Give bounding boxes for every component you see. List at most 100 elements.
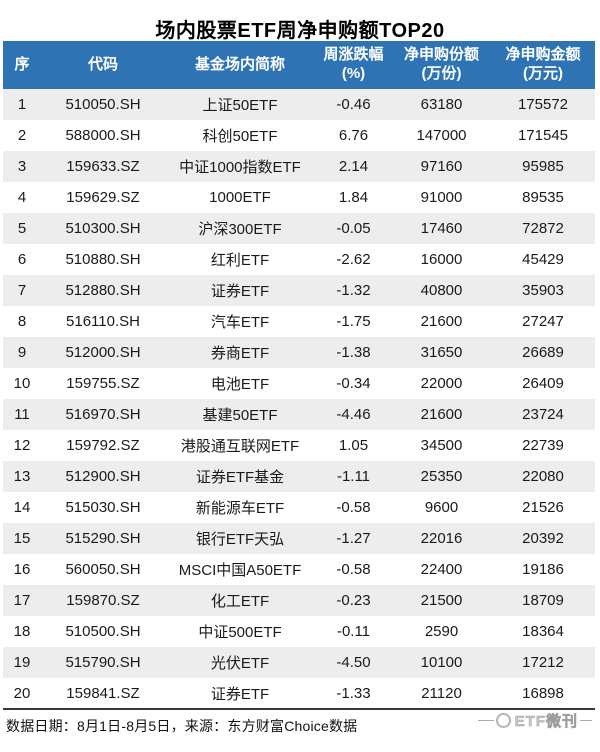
- cell-weekly-change: -0.11: [336, 623, 371, 640]
- cell-code: 512880.SH: [65, 282, 141, 299]
- column-header-unit: (%): [341, 65, 366, 82]
- cell-rank: 14: [13, 499, 31, 516]
- table-row: 3 159633.SZ 中证1000指数ETF 2.14 97160 95985: [3, 151, 595, 182]
- cell-net-sub-amount: 16898: [522, 684, 564, 702]
- cell-net-sub-amount: 19186: [522, 561, 564, 578]
- cell-net-sub-amount: 95985: [522, 158, 564, 175]
- cell-rank: 8: [17, 313, 27, 330]
- cell-fund-name: 中证1000指数ETF: [179, 159, 301, 176]
- cell-net-sub-shares: 10100: [420, 654, 463, 671]
- watermark-label: ETF微刊: [514, 713, 578, 731]
- cell-weekly-change: 2.14: [338, 158, 369, 175]
- cell-rank: 1: [17, 96, 27, 113]
- cell-net-sub-amount: 27247: [522, 313, 564, 330]
- cell-weekly-change: -1.75: [336, 313, 371, 330]
- cell-weekly-change: -1.33: [336, 684, 371, 702]
- cell-code: 512000.SH: [65, 344, 141, 361]
- page-title: 场内股票ETF周净申购额TOP20: [155, 20, 445, 42]
- cell-net-sub-shares: 17460: [420, 220, 463, 237]
- table-row: 15 515290.SH 银行ETF天弘 -1.27 22016 20392: [3, 523, 595, 554]
- column-header-net-sub-amount: 净申购金额 (万元): [491, 41, 595, 89]
- cell-code: 510500.SH: [65, 623, 141, 640]
- column-header-net-sub-shares: 净申购份额 (万份): [392, 41, 491, 89]
- cell-net-sub-shares: 9600: [424, 499, 459, 516]
- cell-weekly-change: -1.32: [336, 282, 371, 299]
- cell-code: 515030.SH: [65, 499, 141, 516]
- cell-code: 159629.SZ: [66, 189, 140, 206]
- column-header-index: 序: [3, 41, 41, 89]
- table-row: 13 512900.SH 证券ETF基金 -1.11 25350 22080: [3, 461, 595, 492]
- cell-net-sub-shares: 31650: [420, 344, 463, 361]
- table-row: 14 515030.SH 新能源车ETF -0.58 9600 21526: [3, 492, 595, 523]
- cell-fund-name: 港股通互联网ETF: [180, 438, 300, 455]
- cell-code: 512900.SH: [65, 468, 141, 485]
- cell-fund-name: 沪深300ETF: [198, 221, 282, 238]
- table-row: 9 512000.SH 券商ETF -1.38 31650 26689: [3, 337, 595, 368]
- cell-fund-name: 证券ETF基金: [195, 469, 285, 486]
- cell-net-sub-shares: 34500: [420, 437, 463, 454]
- cell-net-sub-shares: 22016: [420, 530, 463, 547]
- cell-weekly-change: 1.05: [338, 437, 369, 454]
- table-row: 18 510500.SH 中证500ETF -0.11 2590 18364: [3, 616, 595, 647]
- cell-net-sub-amount: 20392: [522, 530, 564, 547]
- cell-weekly-change: -0.58: [336, 499, 371, 516]
- cell-rank: 3: [17, 158, 27, 175]
- table-row: 20 159841.SZ 证券ETF -1.33 21120 16898: [3, 678, 595, 709]
- cell-rank: 2: [17, 127, 27, 144]
- column-header-label: 序: [14, 55, 30, 73]
- cell-rank: 9: [17, 344, 27, 361]
- cell-fund-name: 基建50ETF: [202, 407, 278, 424]
- cell-weekly-change: 6.76: [338, 127, 369, 144]
- cell-net-sub-amount: 21526: [522, 499, 564, 516]
- cell-net-sub-shares: 21120: [421, 684, 462, 702]
- cell-net-sub-shares: 21600: [420, 313, 463, 330]
- cell-fund-name: 银行ETF天弘: [195, 531, 285, 548]
- cell-code: 560050.SH: [65, 561, 141, 578]
- cell-fund-name: 新能源车ETF: [195, 500, 285, 517]
- cell-code: 159870.SZ: [66, 592, 140, 609]
- cell-net-sub-amount: 175572: [517, 96, 569, 113]
- cell-fund-name: 券商ETF: [210, 345, 270, 362]
- table-header-row: 序 代码 基金场内简称 周涨跌幅 (%) 净申购份额 (万份) 净申购金额 (万…: [3, 41, 595, 89]
- table-row: 10 159755.SZ 电池ETF -0.34 22000 26409: [3, 368, 595, 399]
- cell-weekly-change: 1.84: [338, 189, 369, 206]
- table-body: 1 510050.SH 上证50ETF -0.46 63180 175572 2…: [3, 89, 595, 709]
- cell-weekly-change: -0.46: [336, 96, 371, 113]
- cell-code: 510880.SH: [65, 251, 141, 268]
- cell-net-sub-amount: 22080: [522, 468, 564, 485]
- cell-code: 510050.SH: [65, 96, 141, 113]
- cell-weekly-change: -1.38: [336, 344, 371, 361]
- cell-weekly-change: -4.50: [336, 654, 371, 671]
- etf-weekly-logo-icon: [495, 713, 511, 728]
- column-header-label: 净申购金额: [505, 46, 581, 64]
- watermark-line-right: [580, 720, 592, 721]
- cell-rank: 10: [13, 375, 31, 392]
- table-row: 11 516970.SH 基建50ETF -4.46 21600 23724: [3, 399, 595, 430]
- cell-fund-name: 电池ETF: [210, 376, 270, 393]
- cell-rank: 19: [13, 654, 31, 671]
- cell-weekly-change: -0.23: [336, 592, 371, 609]
- cell-fund-name: 上证50ETF: [202, 97, 278, 114]
- cell-net-sub-shares: 25350: [420, 468, 463, 485]
- cell-fund-name: MSCI中国A50ETF: [178, 562, 302, 579]
- cell-net-sub-shares: 40800: [420, 282, 463, 299]
- column-header-unit: (万元): [523, 65, 563, 82]
- cell-net-sub-shares: 21600: [420, 406, 463, 423]
- cell-rank: 18: [13, 623, 31, 640]
- cell-code: 588000.SH: [65, 127, 141, 144]
- cell-net-sub-shares: 22000: [420, 375, 463, 392]
- cell-net-sub-amount: 26689: [522, 344, 564, 361]
- cell-rank: 12: [13, 437, 31, 454]
- cell-fund-name: 科创50ETF: [202, 128, 278, 145]
- column-header-code: 代码: [41, 41, 165, 89]
- cell-weekly-change: -1.27: [336, 530, 371, 547]
- column-header-unit: (万份): [421, 65, 462, 82]
- cell-code: 516970.SH: [65, 406, 141, 423]
- cell-net-sub-amount: 171545: [517, 127, 569, 144]
- cell-rank: 17: [13, 592, 31, 609]
- cell-rank: 7: [17, 282, 27, 299]
- cell-rank: 11: [14, 406, 30, 423]
- cell-weekly-change: -0.34: [336, 375, 371, 392]
- cell-code: 159841.SZ: [66, 684, 140, 702]
- cell-net-sub-amount: 18364: [522, 623, 564, 640]
